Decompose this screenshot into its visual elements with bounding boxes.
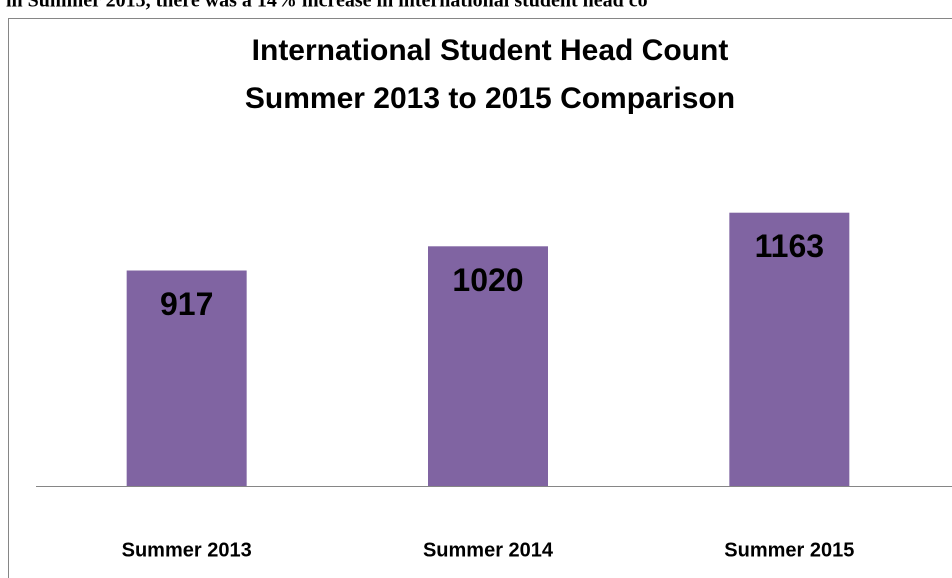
x-tick-label: Summer 2015 (724, 539, 854, 561)
data-label: 1020 (452, 262, 523, 298)
bar (428, 246, 548, 486)
bar (126, 270, 247, 486)
chart-title: International Student Head Count (252, 34, 729, 67)
x-tick-label: Summer 2013 (122, 539, 252, 561)
note: in Summer 2015, there was a 14% increase… (6, 0, 648, 12)
bar (729, 212, 850, 486)
chart-subtitle: Summer 2013 to 2015 Comparison (245, 82, 735, 115)
x-tick-label: Summer 2014 (423, 539, 554, 561)
data-label: 917 (160, 286, 213, 322)
data-label: 1163 (755, 228, 824, 264)
